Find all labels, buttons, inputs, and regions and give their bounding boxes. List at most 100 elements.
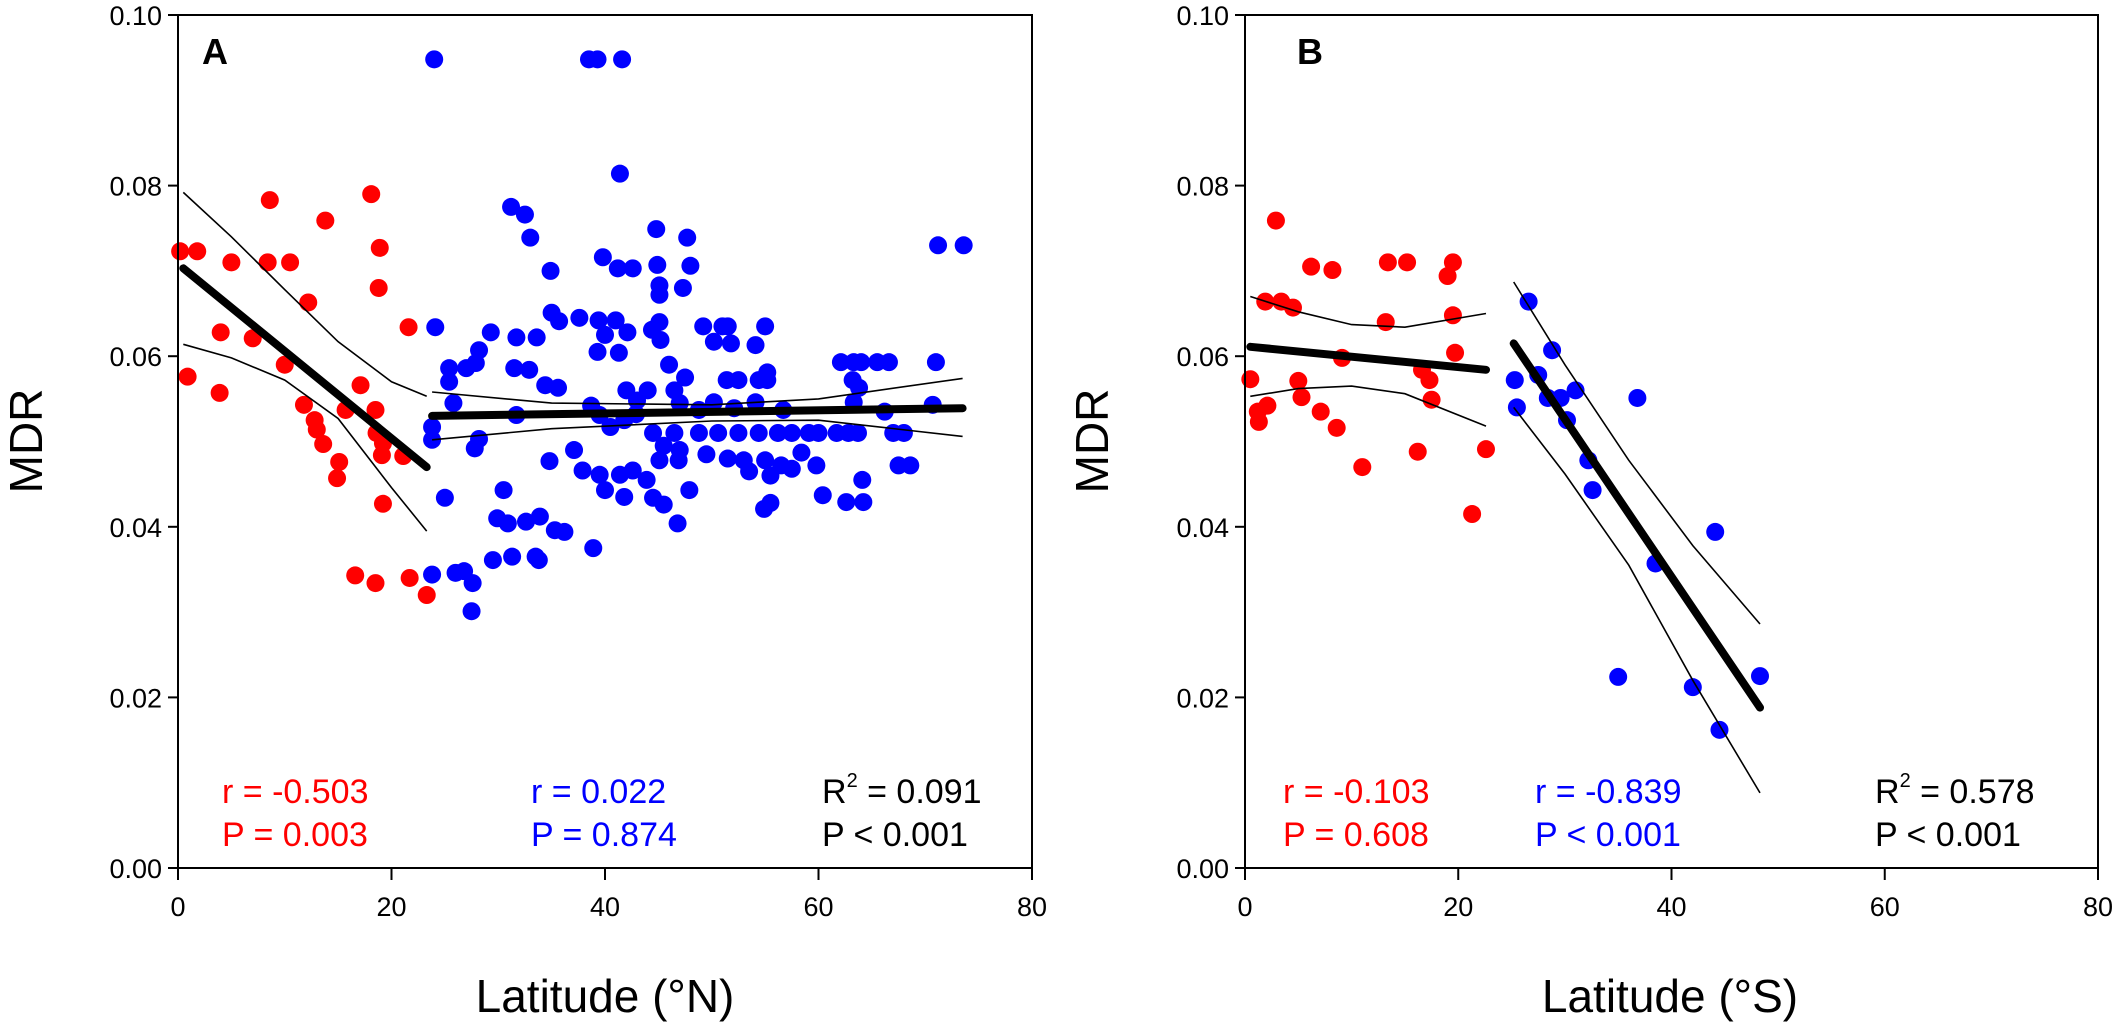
- tropical-point: [1323, 261, 1342, 280]
- x-tick-label: 60: [803, 892, 833, 922]
- panel-b-frame: [1244, 14, 2099, 869]
- extratropical-point: [584, 539, 603, 558]
- y-tick-label: 0.10: [109, 1, 162, 31]
- extratropical-point: [425, 50, 444, 69]
- extratropical-point: [423, 565, 442, 584]
- extratropical-point: [1505, 371, 1524, 390]
- extratropical-point: [521, 228, 540, 247]
- tropical-point: [346, 566, 365, 585]
- extratropical-point: [694, 317, 713, 336]
- x-tick-label: 80: [2083, 892, 2113, 922]
- extratropical-point: [768, 423, 787, 442]
- extratropical-point: [1507, 398, 1526, 417]
- extratropical-point: [650, 313, 669, 332]
- extratropical-point: [590, 465, 609, 484]
- extratropical-point: [462, 602, 481, 621]
- extratropical-point: [758, 363, 777, 382]
- extratropical-point: [678, 228, 697, 247]
- extratropical-point: [740, 462, 759, 481]
- y-tick-label: 0.04: [109, 513, 162, 543]
- tropical-point: [1249, 412, 1268, 431]
- extratropical-point: [1519, 292, 1538, 311]
- extratropical-point: [718, 449, 737, 468]
- extratropical-point: [463, 574, 482, 593]
- tropical-point: [372, 446, 391, 465]
- tropical-point: [1438, 267, 1457, 286]
- extratropical-point: [465, 439, 484, 458]
- extratropical-point: [749, 423, 768, 442]
- y-tick-label: 0.00: [1176, 854, 1229, 884]
- extratropical-point: [498, 514, 517, 533]
- extratropical-point: [721, 334, 740, 353]
- extratropical-point: [588, 50, 607, 69]
- extratropical-point: [446, 563, 465, 582]
- x-tick-label: 0: [1237, 892, 1252, 922]
- extratropical-point: [831, 353, 850, 372]
- extratropical-point: [648, 255, 667, 274]
- extratropical-point: [505, 359, 524, 378]
- extratropical-point: [423, 430, 442, 449]
- extratropical-point: [644, 423, 663, 442]
- extratropical-point: [854, 493, 873, 512]
- extratropical-point: [807, 456, 826, 475]
- x-tick-label: 40: [590, 892, 620, 922]
- tropical-point: [1353, 458, 1372, 477]
- r2-value: = 0.091: [858, 773, 982, 811]
- extratropical-point: [848, 423, 867, 442]
- tropical-point: [1302, 257, 1321, 276]
- extratropical-point: [926, 353, 945, 372]
- extratropical-point: [540, 452, 559, 471]
- extratropical-fit-line: [428, 404, 967, 420]
- tropical-point: [399, 318, 418, 337]
- extratropical-point: [613, 50, 632, 69]
- extratropical-point: [507, 328, 526, 347]
- extratropical-point: [680, 481, 699, 500]
- tropical-point: [1327, 418, 1346, 437]
- panel-b-label: B: [1297, 31, 1323, 72]
- tropical-point: [417, 586, 436, 605]
- extratropical-point: [660, 355, 679, 374]
- extratropical-point: [782, 459, 801, 478]
- extratropical-point: [670, 394, 689, 413]
- extratropical-point: [1628, 388, 1647, 407]
- panel-b-x-axis-title: Latitude (°S): [1542, 970, 1798, 1022]
- extratropical-point: [665, 423, 684, 442]
- panel-b-y-axis-title: MDR: [1066, 389, 1118, 494]
- extratropical-point: [689, 423, 708, 442]
- extratropical-point: [541, 261, 560, 280]
- tropical-point: [275, 355, 294, 374]
- tropical-point: [171, 242, 190, 261]
- extratropical-point: [615, 487, 634, 506]
- extratropical-point: [654, 495, 673, 514]
- extratropical-point: [792, 443, 811, 462]
- tropical-point: [178, 367, 197, 386]
- extratropical-point: [756, 317, 775, 336]
- extratropical-point: [1566, 381, 1585, 400]
- extratropical-point: [650, 276, 669, 295]
- tropical-point: [369, 278, 388, 297]
- panel-a-label: A: [202, 31, 228, 72]
- x-tick-label: 0: [170, 892, 185, 922]
- extratropical-point: [654, 436, 673, 455]
- tropical-ci-lower: [183, 343, 428, 532]
- r2-prefix: R: [822, 773, 847, 811]
- extratropical-point: [606, 311, 625, 330]
- extratropical-point: [637, 470, 656, 489]
- extratropical-point: [617, 381, 636, 400]
- y-tick-label: 0.08: [1176, 172, 1229, 202]
- tropical-point: [1463, 505, 1482, 524]
- tropical-point: [1443, 253, 1462, 272]
- y-tick-label: 0.04: [1176, 513, 1229, 543]
- extratropical-point: [676, 368, 695, 387]
- extratropical-point: [756, 451, 775, 470]
- tropical-point: [366, 574, 385, 593]
- extratropical-fit-line: [1509, 339, 1764, 712]
- extratropical-point: [549, 378, 568, 397]
- extratropical-point: [503, 547, 522, 566]
- tropical-point: [188, 242, 207, 261]
- panel-a-marks: [171, 50, 973, 621]
- extratropical-point: [1609, 667, 1628, 686]
- tropical-point: [222, 253, 241, 272]
- extratropical-point: [481, 323, 500, 342]
- extratropical-point: [809, 423, 828, 442]
